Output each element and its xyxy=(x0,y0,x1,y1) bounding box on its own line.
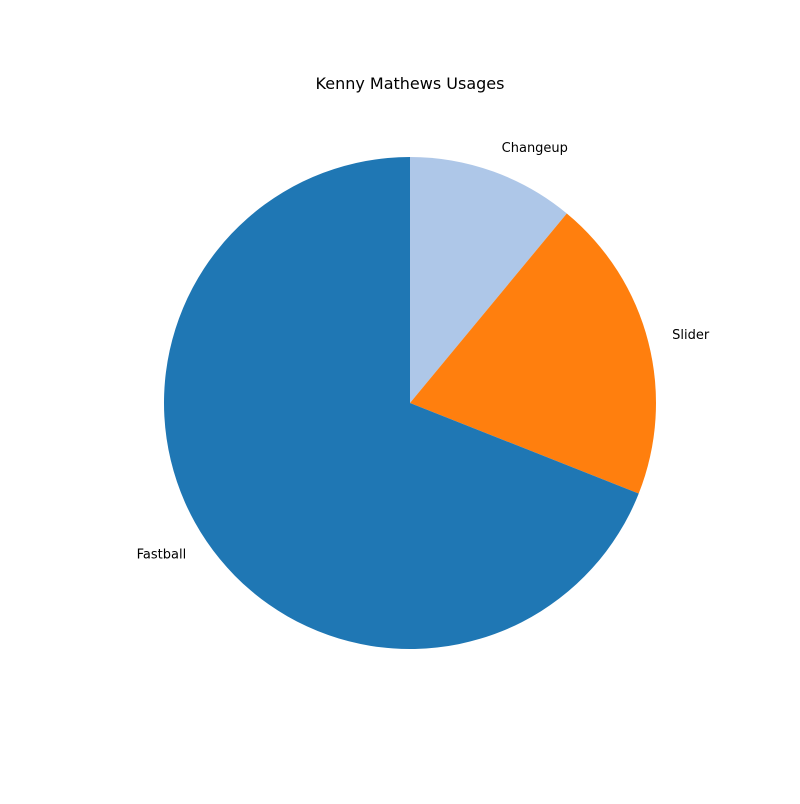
pie-label-fastball: Fastball xyxy=(137,548,187,563)
pie-slice-slider xyxy=(410,213,656,494)
pie-slices xyxy=(164,157,656,650)
chart-title: Kenny Mathews Usages xyxy=(316,74,505,93)
pie-slice-changeup xyxy=(410,157,567,403)
pie-slice-fastball xyxy=(164,157,639,650)
pie-slice-labels: Changeup Slider Fastball xyxy=(137,141,710,563)
pie-label-slider: Slider xyxy=(672,328,710,343)
pie-label-changeup: Changeup xyxy=(502,141,568,156)
